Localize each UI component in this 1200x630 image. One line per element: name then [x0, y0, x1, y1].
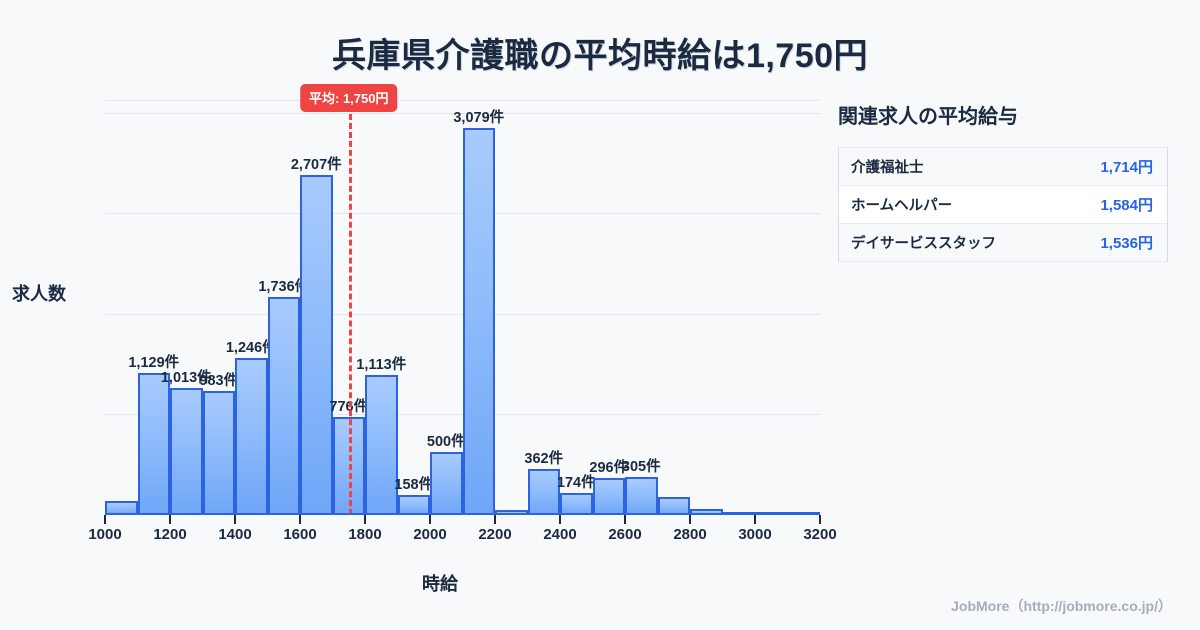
- related-job-occupation: 介護福祉士: [851, 160, 924, 176]
- histogram-bar[interactable]: [592, 477, 625, 515]
- bar-value-label: 362件: [524, 451, 564, 468]
- x-axis-tick: [689, 515, 691, 524]
- x-axis-tick-label: 2800: [673, 526, 707, 543]
- x-axis-tick-label: 2600: [608, 526, 642, 543]
- related-job-wage: 1,714円: [1100, 159, 1153, 176]
- x-axis-tick: [169, 515, 171, 524]
- x-axis-tick-label: 2400: [543, 526, 577, 543]
- related-job-row[interactable]: 介護福祉士 1,714円: [839, 147, 1167, 186]
- x-axis-tick-label: 1400: [218, 526, 252, 543]
- x-axis-line: [105, 513, 820, 515]
- x-axis-tick-label: 1200: [153, 526, 187, 543]
- x-axis-tick: [299, 515, 301, 524]
- histogram-bar[interactable]: [527, 469, 560, 515]
- histogram-bar[interactable]: [267, 296, 300, 515]
- histogram-bar[interactable]: [300, 174, 333, 515]
- average-badge: 平均: 1,750円: [300, 84, 398, 112]
- histogram-bar[interactable]: [202, 391, 235, 515]
- histogram-bar[interactable]: [560, 493, 593, 515]
- bar-value-label: 158件: [394, 477, 434, 494]
- histogram-bar[interactable]: [625, 476, 658, 515]
- x-axis-tick: [754, 515, 756, 524]
- bar-value-label: 1,246件: [225, 340, 277, 357]
- gridline: [105, 100, 820, 101]
- footer-attribution: JobMore（http://jobmore.co.jp/）: [951, 598, 1172, 614]
- x-axis-tick: [429, 515, 431, 524]
- related-jobs-table: 介護福祉士 1,714円ホームヘルパー 1,584円デイサービススタッフ 1,536円: [838, 147, 1168, 262]
- average-line: [348, 114, 352, 515]
- related-job-wage: 1,584円: [1100, 197, 1153, 214]
- bar-value-label: 1,113件: [356, 357, 407, 374]
- related-job-occupation: デイサービススタッフ: [851, 236, 996, 252]
- histogram-bar[interactable]: [430, 452, 463, 515]
- bar-value-label: 983件: [199, 373, 239, 390]
- x-axis-tick: [494, 515, 496, 524]
- x-axis-tick: [819, 515, 821, 524]
- x-axis-tick-label: 1800: [348, 526, 382, 543]
- bar-value-label: 305件: [621, 458, 661, 475]
- histogram-bar[interactable]: [105, 501, 138, 515]
- bar-value-label: 2,707件: [290, 156, 342, 173]
- related-job-row[interactable]: デイサービススタッフ 1,536円: [839, 224, 1167, 262]
- x-axis-tick: [104, 515, 106, 524]
- bar-value-label: 296件: [589, 459, 629, 476]
- x-axis-tick-label: 1000: [88, 526, 122, 543]
- x-axis-tick-label: 3000: [738, 526, 772, 543]
- x-axis-tick: [234, 515, 236, 524]
- histogram-bar[interactable]: [397, 495, 430, 515]
- page-title: 兵庫県介護職の平均時給は1,750円: [331, 37, 869, 75]
- x-axis-tick: [559, 515, 561, 524]
- related-jobs-title: 関連求人の平均給与: [838, 106, 1018, 128]
- histogram-bar[interactable]: [235, 358, 268, 515]
- bar-value-label: 174件: [556, 475, 596, 492]
- histogram-bar[interactable]: [657, 496, 690, 515]
- bar-value-label: 1,129件: [128, 355, 180, 372]
- y-axis-title: 求人数: [12, 284, 66, 304]
- related-job-occupation: ホームヘルパー: [851, 198, 953, 214]
- histogram-bar[interactable]: [170, 387, 203, 515]
- gridline: [105, 112, 820, 114]
- histogram-bar[interactable]: [365, 375, 398, 515]
- histogram-bar[interactable]: [137, 373, 170, 515]
- bar-value-label: 500件: [426, 434, 466, 451]
- bar-value-label: 1,736件: [258, 278, 310, 295]
- related-job-row[interactable]: ホームヘルパー 1,584円: [839, 186, 1167, 224]
- x-axis-tick-label: 2000: [413, 526, 447, 543]
- bar-value-label: 3,079件: [453, 109, 505, 126]
- x-axis-tick-label: 1600: [283, 526, 317, 543]
- related-job-wage: 1,536円: [1100, 235, 1153, 252]
- related-jobs-panel: 関連求人の平均給与 介護福祉士 1,714円ホームヘルパー 1,584円デイサービス…: [838, 100, 1168, 262]
- x-axis-tick-label: 3200: [803, 526, 837, 543]
- x-axis-ticks: 1000 1200 1400 1600 1800 2000 2200 2400 2600 2800…: [88, 515, 837, 555]
- x-axis-tick-label: 2200: [478, 526, 512, 543]
- x-axis-tick: [624, 515, 626, 524]
- histogram-bar[interactable]: [690, 509, 723, 515]
- histogram-chart: 求人数 1,129件 1,013件 983件 1,246件 1,736件 2,707件 77…: [12, 84, 837, 594]
- x-axis-tick: [364, 515, 366, 524]
- histogram-bar[interactable]: [462, 127, 495, 515]
- histogram-bar[interactable]: [495, 509, 528, 515]
- x-axis-title: 時給: [422, 574, 458, 594]
- bar-series: 1,129件 1,013件 983件 1,246件 1,736件 2,707件 776件 1,…: [105, 100, 820, 515]
- bar-value-label: 1,013件: [160, 369, 212, 386]
- plot-area: 1,129件 1,013件 983件 1,246件 1,736件 2,707件 776件 1,…: [88, 84, 837, 543]
